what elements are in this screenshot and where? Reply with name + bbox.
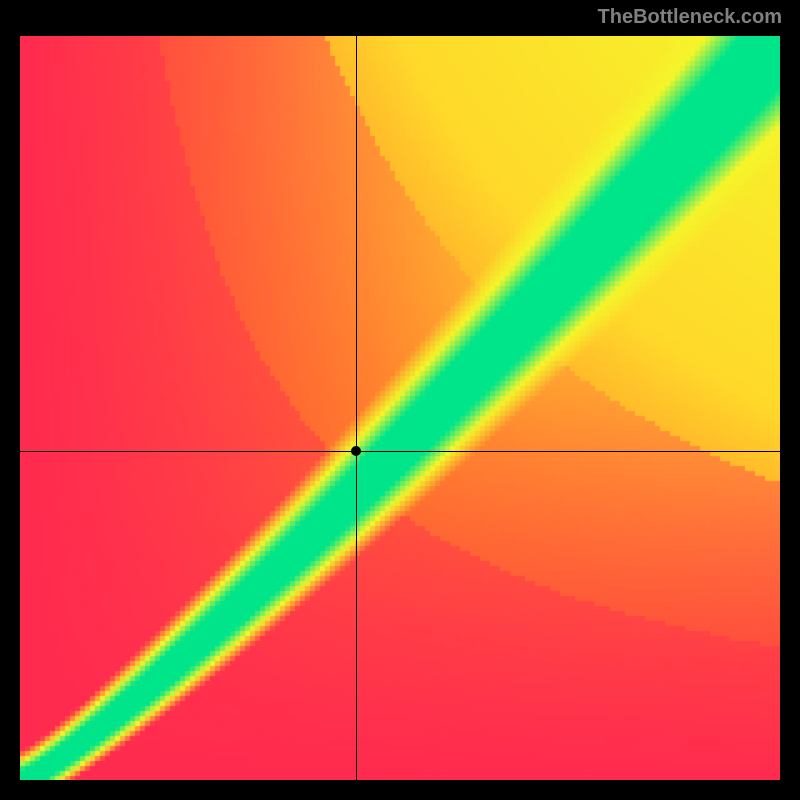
crosshair-vertical: [356, 36, 357, 780]
heatmap-canvas: [20, 36, 780, 780]
crosshair-horizontal: [20, 451, 780, 452]
heatmap-chart: [20, 36, 780, 780]
watermark-text: TheBottleneck.com: [598, 6, 782, 29]
marker-dot: [351, 446, 361, 456]
